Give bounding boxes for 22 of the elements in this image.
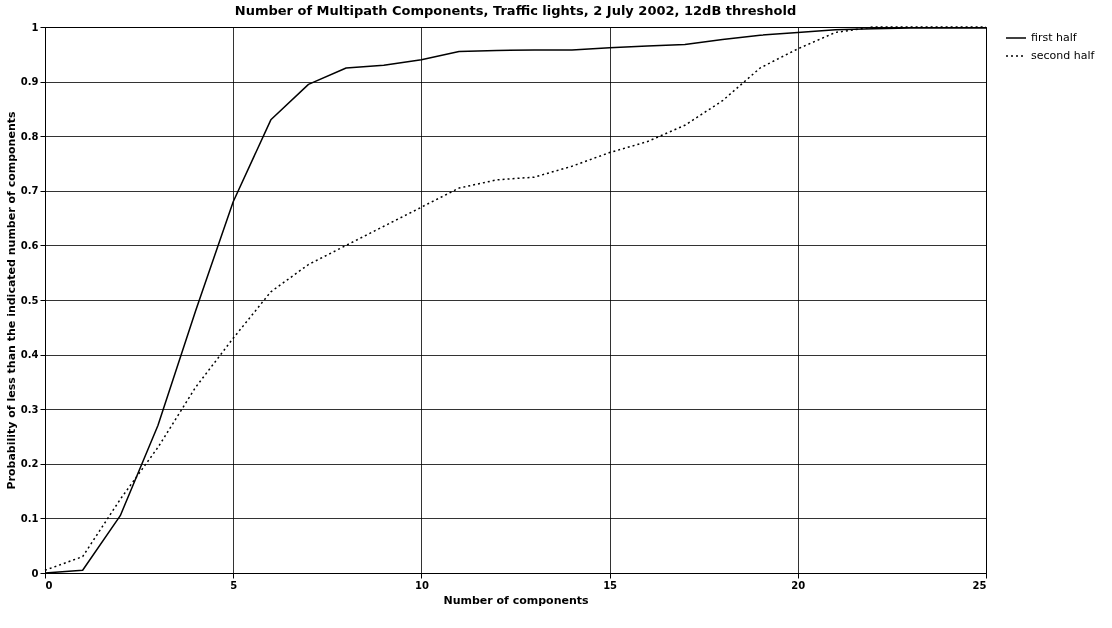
x-axis-title: Number of components xyxy=(443,593,590,607)
legend-label: first half xyxy=(1031,31,1078,44)
y-tick-label: 0.5 xyxy=(20,294,39,306)
x-tick-label: 5 xyxy=(230,579,238,591)
legend-label: second half xyxy=(1031,49,1096,62)
y-axis-title: Probability of less than the indicated number of components xyxy=(4,111,18,490)
y-tick-label: 0 xyxy=(31,567,39,579)
y-tick-label: 0.7 xyxy=(20,185,39,197)
x-tick-label: 0 xyxy=(45,579,53,591)
y-tick-label: 0.2 xyxy=(20,458,39,470)
y-tick-label: 0.1 xyxy=(20,512,39,524)
chart-title: Number of Multipath Components, Traffic lights, 2 July 2002, 12dB threshold xyxy=(234,3,797,18)
y-tick-label: 0.3 xyxy=(20,403,39,415)
y-tick-label: 1 xyxy=(31,21,39,33)
y-tick-label: 0.4 xyxy=(20,349,39,361)
x-tick-label: 25 xyxy=(972,579,987,591)
x-tick-label: 20 xyxy=(791,579,806,591)
y-tick-label: 0.9 xyxy=(20,76,39,88)
y-tick-label: 0.8 xyxy=(20,130,39,142)
x-tick-label: 15 xyxy=(603,579,618,591)
y-tick-label: 0.6 xyxy=(20,239,39,251)
x-tick-label: 10 xyxy=(414,579,429,591)
